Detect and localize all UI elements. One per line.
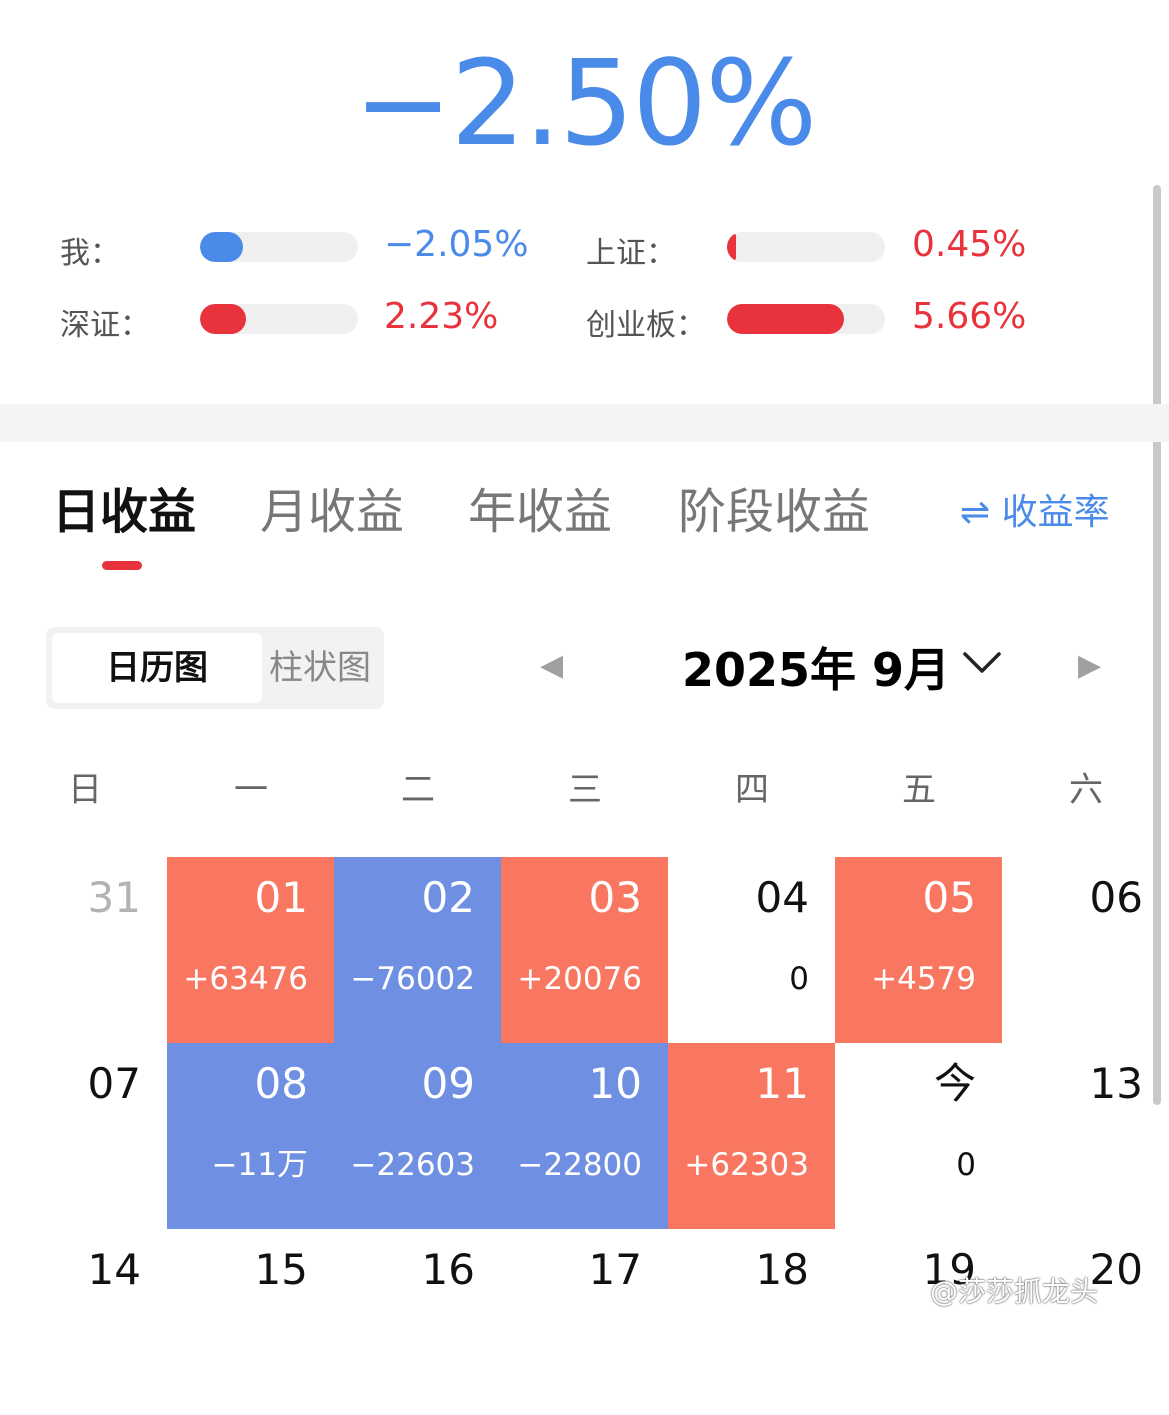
month-title[interactable]: 2025年 9月 [682,643,951,697]
calendar-day-cell[interactable]: 02 −76002 [334,857,501,1043]
calendar-day-number: 20 [1089,1245,1143,1294]
prev-month-icon[interactable]: ◀ [540,648,564,683]
calendar-day-number: 05 [922,873,976,922]
tab-monthly-return[interactable]: 月收益 [260,484,405,540]
compare-label-me: 我： [60,236,120,271]
calendar-day-number: 09 [421,1059,475,1108]
return-rate-label: 收益率 [1001,492,1110,533]
calendar-day-number: 10 [588,1059,642,1108]
calendar-day-number: 02 [421,873,475,922]
compare-bar-fill-shenzhen [200,304,246,334]
calendar-day-number: 13 [1089,1059,1143,1108]
calendar-day-number: 17 [588,1245,642,1294]
calendar-day-number: 18 [755,1245,809,1294]
calendar-day-cell[interactable]: 01 +63476 [167,857,334,1043]
calendar-day-cell[interactable]: 07 [0,1043,167,1229]
section-divider [0,404,1169,442]
view-switch: 日历图 柱状图 [46,627,384,709]
next-month-icon[interactable]: ▶ [1078,648,1102,683]
compare-label-shanghai: 上证： [586,236,676,271]
calendar-day-profit: 0 [789,961,809,997]
calendar-day-cell[interactable]: 16 [334,1229,501,1415]
calendar-day-number: 08 [254,1059,308,1108]
calendar-day-number: 19 [922,1245,976,1294]
compare-bar-me [200,232,358,262]
calendar-day-number: 今 [933,1059,976,1108]
weekday-wed: 三 [568,770,602,810]
compare-bar-fill-me [200,232,243,262]
bar-view-button[interactable]: 柱状图 [269,648,371,688]
compare-bar-shanghai [727,232,885,262]
total-return-value: −2.50% [353,34,818,172]
compare-label-chinext: 创业板： [586,308,706,343]
compare-bar-chinext [727,304,885,334]
calendar-day-cell[interactable]: 31 [0,857,167,1043]
calendar-day-profit: +62303 [684,1147,809,1183]
compare-value-me: −2.05% [384,224,529,265]
weekday-fri: 五 [902,770,936,810]
weekday-tue: 二 [401,770,435,810]
tab-daily-return[interactable]: 日收益 [52,484,197,540]
calendar-day-cell[interactable]: 18 [668,1229,835,1415]
calendar-day-number: 31 [87,873,141,922]
calendar-day-number: 04 [755,873,809,922]
calendar-day-profit: +4579 [871,961,976,997]
compare-label-shenzhen: 深证： [60,308,150,343]
calendar-day-profit: −11万 [211,1147,308,1183]
calendar-day-cell[interactable]: 15 [167,1229,334,1415]
calendar-day-number: 15 [254,1245,308,1294]
calendar-day-cell[interactable]: 09 −22603 [334,1043,501,1229]
watermark: @莎莎抓龙头 [930,1275,1099,1308]
tab-yearly-return[interactable]: 年收益 [468,484,613,540]
calendar-day-number: 14 [87,1245,141,1294]
calendar-day-cell[interactable]: 19 [835,1229,1002,1415]
calendar-day-number: 01 [254,873,308,922]
calendar-day-cell[interactable]: 08 −11万 [167,1043,334,1229]
calendar-day-number: 07 [87,1059,141,1108]
chevron-down-icon[interactable] [962,650,1002,676]
calendar-day-profit: 0 [956,1147,976,1183]
calendar-day-number: 11 [755,1059,809,1108]
calendar-day-profit: −76002 [350,961,475,997]
compare-bar-fill-shanghai [727,232,737,262]
compare-bar-shenzhen [200,304,358,334]
weekday-mon: 一 [234,770,268,810]
swap-arrows-icon: ⇌ [960,492,991,533]
compare-value-shanghai: 0.45% [912,224,1027,265]
calendar-day-cell[interactable]: 20 [1002,1229,1169,1415]
calendar-day-cell[interactable]: 05 +4579 [835,857,1002,1043]
compare-value-chinext: 5.66% [912,296,1027,337]
weekday-thu: 四 [735,770,769,810]
calendar-day-cell[interactable]: 06 [1002,857,1169,1043]
weekday-sat: 六 [1069,770,1103,810]
tab-period-return[interactable]: 阶段收益 [678,484,871,540]
calendar-view-button[interactable]: 日历图 [52,633,262,703]
calendar-day-number: 06 [1089,873,1143,922]
calendar-day-cell[interactable]: 13 [1002,1043,1169,1229]
calendar-day-cell[interactable]: 10 −22800 [501,1043,668,1229]
calendar-day-cell[interactable]: 17 [501,1229,668,1415]
return-rate-toggle[interactable]: ⇌ 收益率 [960,488,1110,538]
weekday-sun: 日 [68,770,102,810]
calendar-day-number: 03 [588,873,642,922]
compare-bar-fill-chinext [727,304,844,334]
calendar-day-cell[interactable]: 04 0 [668,857,835,1043]
calendar-day-profit: −22603 [350,1147,475,1183]
scrollbar[interactable] [1153,185,1161,1105]
active-tab-indicator [102,561,142,570]
calendar-day-profit: +20076 [517,961,642,997]
calendar-day-cell[interactable]: 11 +62303 [668,1043,835,1229]
calendar-day-cell[interactable]: 14 [0,1229,167,1415]
calendar-day-profit: −22800 [517,1147,642,1183]
calendar-day-number: 16 [421,1245,475,1294]
calendar-day-profit: +63476 [183,961,308,997]
compare-value-shenzhen: 2.23% [384,296,499,337]
calendar-day-cell[interactable]: 03 +20076 [501,857,668,1043]
